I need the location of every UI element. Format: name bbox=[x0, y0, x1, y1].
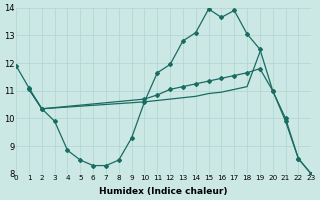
X-axis label: Humidex (Indice chaleur): Humidex (Indice chaleur) bbox=[100, 187, 228, 196]
